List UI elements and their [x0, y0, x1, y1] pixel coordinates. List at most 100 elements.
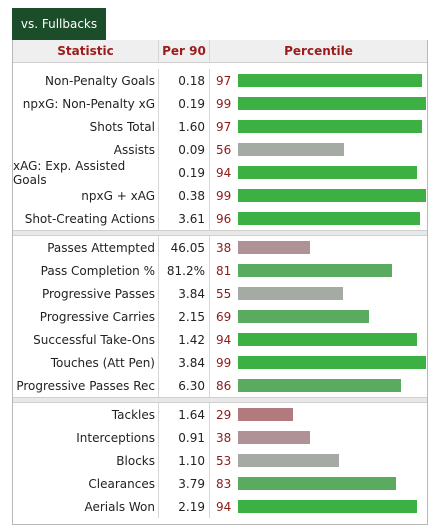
stat-name: npxG: Non-Penalty xG — [13, 92, 159, 115]
per90-value: 1.42 — [159, 328, 210, 351]
stat-name: Passes Attempted — [13, 236, 159, 259]
percentile-bar — [238, 166, 417, 179]
stat-name: Progressive Passes Rec — [13, 374, 159, 397]
stat-name: Progressive Passes — [13, 282, 159, 305]
table-end-spacer — [13, 518, 427, 524]
percentile-cell: 56 — [210, 138, 427, 161]
percentile-value: 94 — [216, 499, 232, 514]
table-row: Non-Penalty Goals 0.18 97 — [13, 69, 427, 92]
percentile-bar-track — [238, 310, 422, 323]
percentile-bar-track — [238, 264, 422, 277]
percentile-bar — [238, 120, 422, 133]
per90-value: 3.84 — [159, 351, 210, 374]
percentile-cell: 38 — [210, 426, 427, 449]
table-row: Aerials Won 2.19 94 — [13, 495, 427, 518]
per90-value: 1.60 — [159, 115, 210, 138]
header-per90: Per 90 — [159, 40, 210, 62]
percentile-value: 69 — [216, 309, 232, 324]
percentile-bar — [238, 431, 310, 444]
percentile-value: 29 — [216, 407, 232, 422]
percentile-bar-track — [238, 333, 422, 346]
percentile-value: 99 — [216, 96, 232, 111]
percentile-bar — [238, 241, 310, 254]
percentile-cell: 94 — [210, 328, 427, 351]
percentile-value: 86 — [216, 378, 232, 393]
percentile-value: 99 — [216, 355, 232, 370]
table-row: Touches (Att Pen) 3.84 99 — [13, 351, 427, 374]
percentile-value: 83 — [216, 476, 232, 491]
per90-value: 2.19 — [159, 495, 210, 518]
percentile-value: 99 — [216, 188, 232, 203]
per90-value: 0.18 — [159, 69, 210, 92]
stat-name: Touches (Att Pen) — [13, 351, 159, 374]
percentile-bar — [238, 264, 392, 277]
stat-name: Non-Penalty Goals — [13, 69, 159, 92]
table-row: Passes Attempted 46.05 38 — [13, 236, 427, 259]
per90-value: 46.05 — [159, 236, 210, 259]
table-row: Shots Total 1.60 97 — [13, 115, 427, 138]
table-row: Shot-Creating Actions 3.61 96 — [13, 207, 427, 230]
per90-value: 6.30 — [159, 374, 210, 397]
per90-value: 0.91 — [159, 426, 210, 449]
stat-name: Blocks — [13, 449, 159, 472]
percentile-bar — [238, 287, 343, 300]
percentile-cell: 94 — [210, 495, 427, 518]
per90-value: 0.38 — [159, 184, 210, 207]
percentile-table: Statistic Per 90 Percentile Non-Penalty … — [12, 40, 428, 525]
table-row: Successful Take-Ons 1.42 94 — [13, 328, 427, 351]
table-row: Clearances 3.79 83 — [13, 472, 427, 495]
percentile-bar-track — [238, 120, 422, 133]
percentile-bar-track — [238, 74, 422, 87]
percentile-cell: 53 — [210, 449, 427, 472]
percentile-value: 97 — [216, 73, 232, 88]
stat-name: Assists — [13, 138, 159, 161]
percentile-bar-track — [238, 500, 422, 513]
percentile-bar-track — [238, 408, 422, 421]
table-row: Interceptions 0.91 38 — [13, 426, 427, 449]
percentile-bar-track — [238, 287, 422, 300]
percentile-bar — [238, 477, 396, 490]
percentile-cell: 55 — [210, 282, 427, 305]
stat-name: xAG: Exp. Assisted Goals — [13, 159, 159, 187]
percentile-value: 81 — [216, 263, 232, 278]
percentile-value: 53 — [216, 453, 232, 468]
percentile-cell: 99 — [210, 351, 427, 374]
percentile-bar-track — [238, 166, 422, 179]
table-row: Pass Completion % 81.2% 81 — [13, 259, 427, 282]
percentile-cell: 94 — [210, 161, 427, 184]
percentile-value: 38 — [216, 430, 232, 445]
percentile-bar-track — [238, 454, 422, 467]
percentile-value: 97 — [216, 119, 232, 134]
table-row: Tackles 1.64 29 — [13, 403, 427, 426]
stat-name: Tackles — [13, 403, 159, 426]
header-statistic: Statistic — [13, 40, 159, 62]
percentile-cell: 96 — [210, 207, 427, 230]
table-row: xAG: Exp. Assisted Goals 0.19 94 — [13, 159, 427, 187]
table-row: Progressive Carries 2.15 69 — [13, 305, 427, 328]
percentile-bar — [238, 500, 417, 513]
percentile-value: 96 — [216, 211, 232, 226]
percentile-cell: 99 — [210, 92, 427, 115]
per90-value: 1.10 — [159, 449, 210, 472]
per90-value: 0.19 — [159, 92, 210, 115]
percentile-cell: 29 — [210, 403, 427, 426]
table-row: Blocks 1.10 53 — [13, 449, 427, 472]
percentile-bar — [238, 143, 344, 156]
percentile-cell: 81 — [210, 259, 427, 282]
percentile-value: 55 — [216, 286, 232, 301]
table-row: Progressive Passes 3.84 55 — [13, 282, 427, 305]
percentile-bar — [238, 310, 369, 323]
stat-name: Interceptions — [13, 426, 159, 449]
percentile-cell: 83 — [210, 472, 427, 495]
per90-value: 0.09 — [159, 138, 210, 161]
table-row: Progressive Passes Rec 6.30 86 — [13, 374, 427, 397]
percentile-bar-track — [238, 189, 426, 202]
percentile-bar — [238, 74, 422, 87]
percentile-bar — [238, 379, 401, 392]
percentile-cell: 97 — [210, 69, 427, 92]
per90-value: 2.15 — [159, 305, 210, 328]
percentile-value: 94 — [216, 165, 232, 180]
percentile-bar-track — [238, 431, 422, 444]
tab-vs-fullbacks[interactable]: vs. Fullbacks — [12, 8, 106, 40]
percentile-cell: 97 — [210, 115, 427, 138]
